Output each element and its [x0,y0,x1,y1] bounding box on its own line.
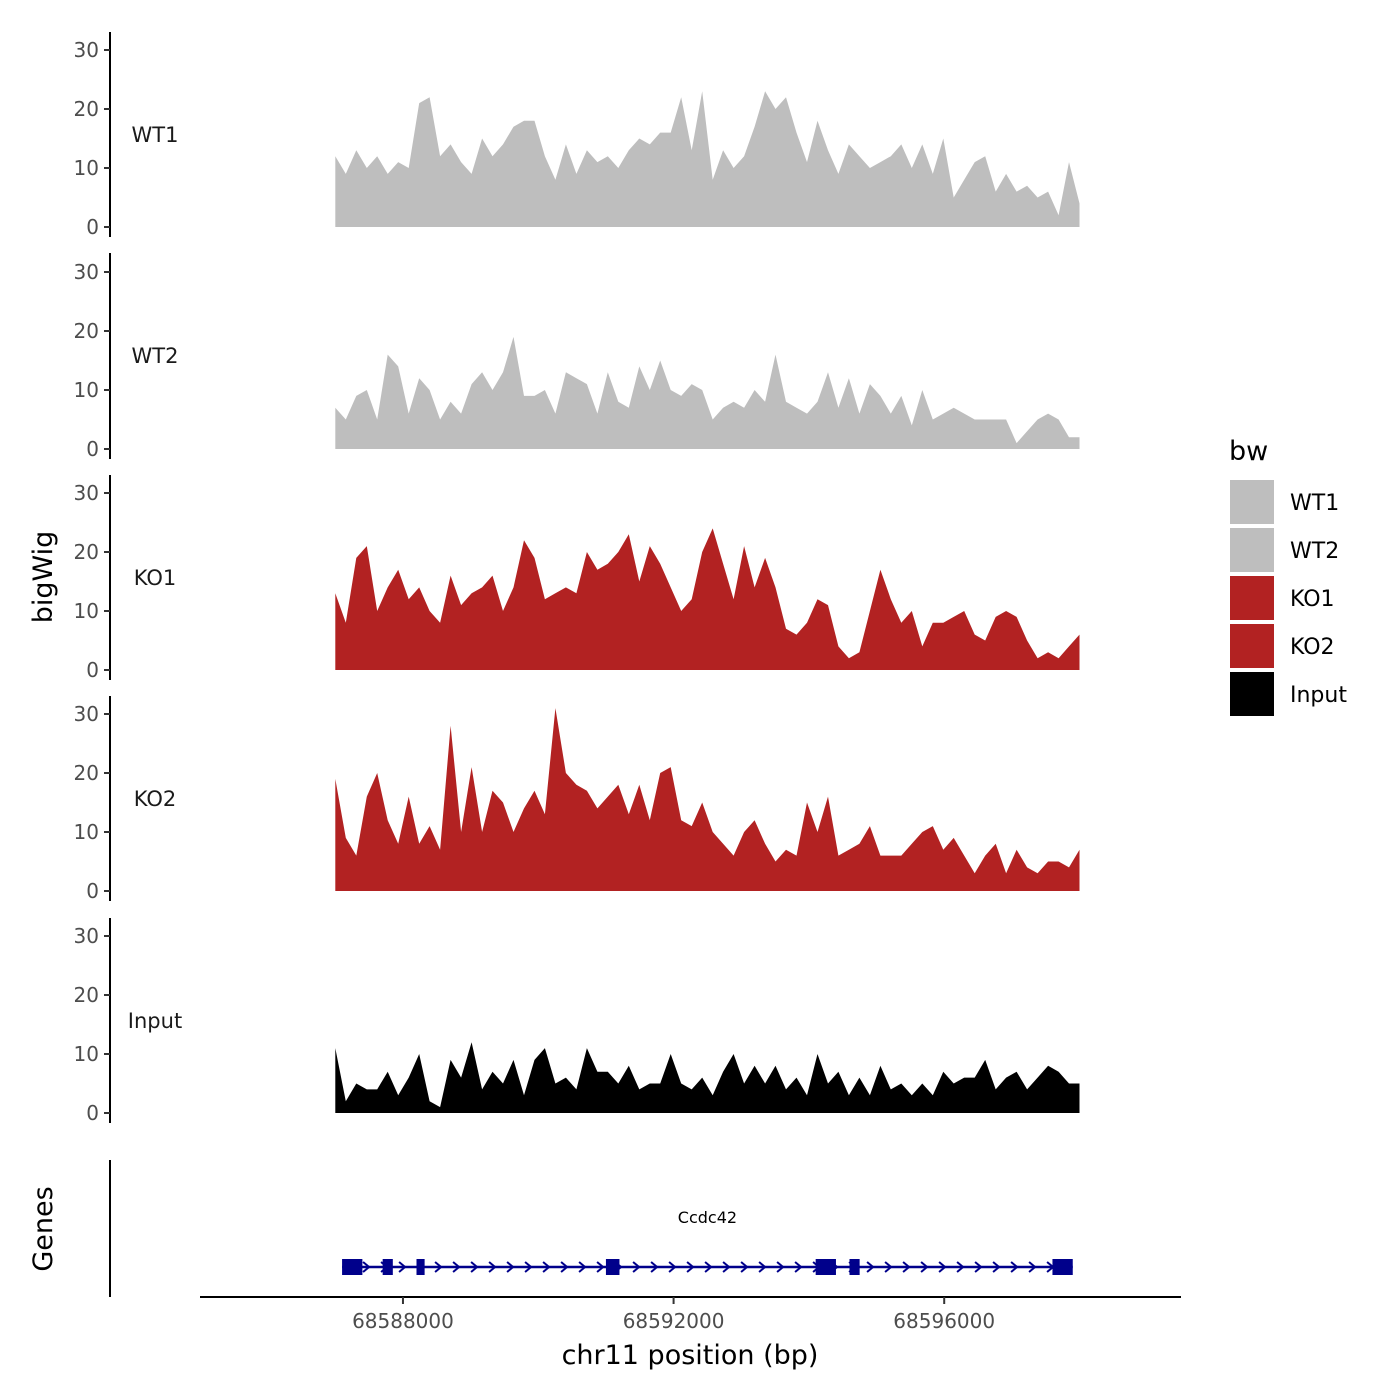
strand-arrow [956,1261,965,1273]
track-label-input: Input [128,1009,182,1033]
strand-arrow [560,1261,569,1273]
strand-arrow [542,1261,551,1273]
strand-arrow [650,1261,659,1273]
gene-exon [416,1259,425,1275]
strand-arrow [902,1261,911,1273]
gene-exon [849,1259,860,1275]
strand-arrow [974,1261,983,1273]
y-tick-label: 30 [74,924,99,948]
legend: bw WT1 WT2 KO1 KO2 Input [1229,436,1347,716]
track-label-wt2: WT2 [132,344,179,368]
strand-arrow [434,1261,443,1273]
strand-arrow [488,1261,497,1273]
strand-arrow [578,1261,587,1273]
signal-area-wt1 [335,91,1080,227]
y-tick-label: 20 [74,97,99,121]
strand-arrow [722,1261,731,1273]
strand-arrow [1010,1261,1019,1273]
y-tick-label: 30 [74,702,99,726]
signal-area-ko1 [335,528,1080,670]
strand-arrow [776,1261,785,1273]
x-tick-label: 68596000 [893,1309,995,1333]
x-tick-label: 68592000 [623,1309,725,1333]
legend-title: bw [1229,436,1268,467]
y-tick-label: 10 [74,378,99,402]
y-tick-label: 30 [74,260,99,284]
legend-label-ko2: KO2 [1290,635,1335,660]
track-ko2: 0 10 20 30 KO2 [74,696,1080,903]
strand-arrow [632,1261,641,1273]
signal-area-ko2 [335,708,1080,891]
legend-label-ko1: KO1 [1290,587,1335,612]
strand-arrow [596,1261,605,1273]
y-tick-label: 0 [86,879,99,903]
strand-arrow [470,1261,479,1273]
y-tick-label: 0 [86,1101,99,1125]
legend-key-ko1 [1230,576,1274,620]
legend-label-wt1: WT1 [1290,491,1339,516]
track-wt2: 0 10 20 30 WT2 [74,253,1080,461]
gene-exon [382,1259,393,1275]
signal-area-input [335,1042,1080,1113]
y-tick-label: 0 [86,215,99,239]
y-tick-label: 30 [74,38,99,62]
gene-exon [1052,1259,1073,1275]
track-ko1: 0 10 20 30 KO1 [74,475,1080,682]
strand-arrow [884,1261,893,1273]
x-axis: chr11 position (bp) 68588000 68592000 6859… [200,1296,1181,1371]
gene-exon [815,1259,836,1275]
y-tick-label: 30 [74,481,99,505]
strand-arrow [398,1261,407,1273]
strand-arrow [866,1261,875,1273]
y-axis-title: bigWig [28,531,59,624]
strand-arrow [452,1261,461,1273]
strand-arrow [938,1261,947,1273]
y-tick-label: 20 [74,540,99,564]
track-label-wt1: WT1 [132,123,179,147]
x-axis-title: chr11 position (bp) [562,1340,819,1371]
strand-arrow [704,1261,713,1273]
strand-arrow [740,1261,749,1273]
legend-key-wt1 [1230,480,1274,524]
y-tick-label: 20 [74,983,99,1007]
gene-name-label: Ccdc42 [678,1208,737,1227]
strand-arrow [362,1261,371,1273]
legend-key-wt2 [1230,528,1274,572]
track-wt1: 0 10 20 30 WT1 [74,32,1080,239]
legend-key-input [1230,672,1274,716]
strand-arrow [668,1261,677,1273]
track-input: 0 10 20 30 Input [74,918,1080,1125]
legend-key-ko2 [1230,624,1274,668]
strand-arrow [524,1261,533,1273]
legend-label-wt2: WT2 [1290,539,1339,564]
strand-arrow [506,1261,515,1273]
gene-exon [342,1259,363,1275]
signal-area-wt2 [335,336,1080,449]
strand-arrow [686,1261,695,1273]
strand-arrow [758,1261,767,1273]
gene-exon [605,1259,620,1275]
y-tick-label: 10 [74,156,99,180]
y-tick-label: 20 [74,319,99,343]
track-label-ko1: KO1 [134,566,177,590]
y-tick-label: 10 [74,599,99,623]
x-tick-label: 68588000 [352,1309,454,1333]
y-tick-label: 20 [74,761,99,785]
genes-axis-title: Genes [28,1186,59,1271]
genes-layer: Ccdc42 [109,1160,1073,1297]
track-label-ko2: KO2 [134,787,177,811]
legend-label-input: Input [1290,683,1347,708]
y-tick-label: 10 [74,820,99,844]
tracks-layer: 0 10 20 30 WT1 0 10 20 30 WT2 0 10 20 30 KO1 0 10 20 30 KO2… [74,32,1080,1125]
y-tick-label: 10 [74,1042,99,1066]
strand-arrow [1028,1261,1037,1273]
strand-arrow [794,1261,803,1273]
strand-arrow [920,1261,929,1273]
y-tick-label: 0 [86,658,99,682]
strand-arrow [992,1261,1001,1273]
y-tick-label: 0 [86,437,99,461]
